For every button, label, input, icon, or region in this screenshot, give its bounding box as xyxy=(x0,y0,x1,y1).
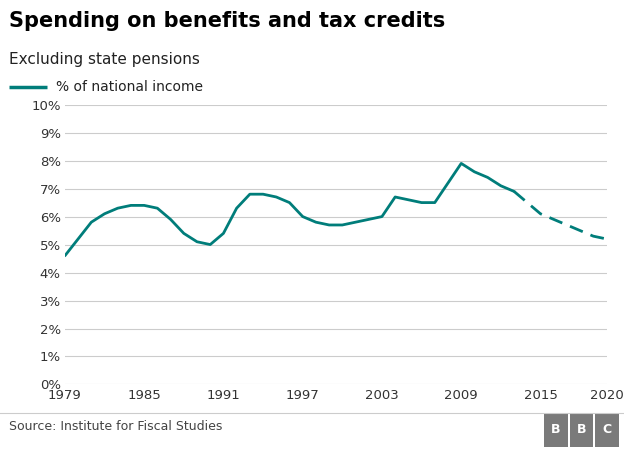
Text: B: B xyxy=(577,423,587,436)
Text: Excluding state pensions: Excluding state pensions xyxy=(9,52,200,67)
Text: Source: Institute for Fiscal Studies: Source: Institute for Fiscal Studies xyxy=(9,420,222,433)
Text: Spending on benefits and tax credits: Spending on benefits and tax credits xyxy=(9,11,445,31)
Text: % of national income: % of national income xyxy=(56,81,203,94)
Text: B: B xyxy=(551,423,561,436)
Text: C: C xyxy=(603,423,612,436)
